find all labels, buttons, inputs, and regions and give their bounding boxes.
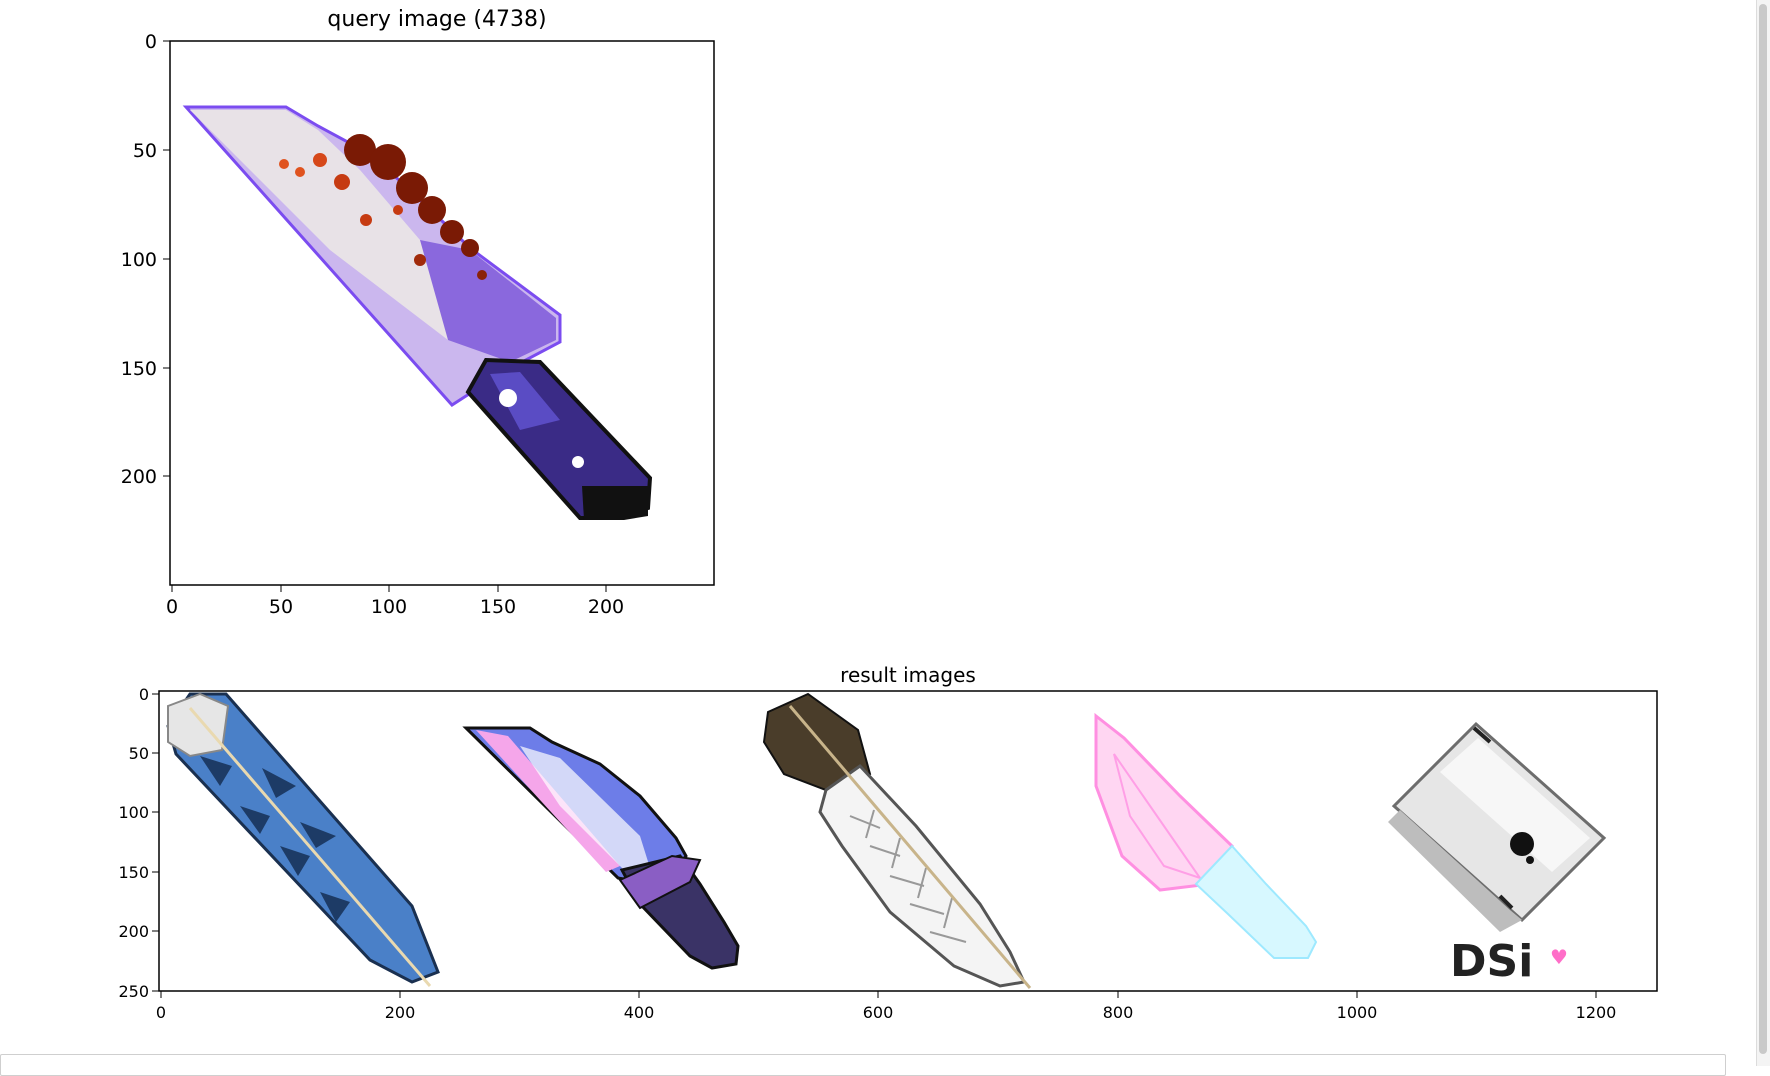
dsi-logo-text: DSi — [1450, 936, 1533, 987]
result-x-tick: 600 — [863, 1003, 894, 1022]
result-y-tick: 0 — [139, 685, 149, 704]
result-y-tick: 150 — [118, 863, 149, 882]
query-x-tick: 0 — [166, 596, 178, 618]
result-image-purple-knife — [462, 726, 740, 970]
result-y-tick: 50 — [129, 744, 149, 763]
result-y-tick: 250 — [118, 982, 149, 1001]
query-y-tick: 150 — [121, 358, 157, 380]
result-x-tick: 400 — [624, 1003, 655, 1022]
query-y-axis: 0 50 100 150 200 — [121, 31, 170, 488]
query-y-tick: 50 — [133, 140, 157, 162]
result-x-tick: 0 — [156, 1003, 166, 1022]
result-x-tick: 1000 — [1337, 1003, 1378, 1022]
next-notebook-cell[interactable] — [0, 1054, 1726, 1076]
dsi-heart-icon: ♥ — [1550, 945, 1568, 969]
blood-splatter — [279, 134, 487, 280]
knife-pommel — [582, 486, 648, 520]
result-image-blue-feather — [166, 692, 440, 987]
knife-blade-shade — [420, 240, 556, 362]
result-y-tick: 100 — [118, 803, 149, 822]
result-x-tick: 1200 — [1576, 1003, 1617, 1022]
query-y-tick: 200 — [121, 466, 157, 488]
result-y-tick: 200 — [118, 922, 149, 941]
result-image-dsi-console: DSi ♥ — [1388, 721, 1607, 987]
query-y-tick: 100 — [121, 249, 157, 271]
knife-handle-light — [490, 372, 560, 430]
query-x-tick: 50 — [269, 596, 293, 618]
query-image-plot: query image (4738) — [121, 7, 715, 618]
handle-highlight-small — [572, 456, 584, 468]
handle-highlight — [499, 389, 517, 407]
query-y-tick: 0 — [145, 31, 157, 53]
result-images-plot: result images — [118, 663, 1658, 1022]
result-y-axis: 0 50 100 150 200 250 — [118, 685, 159, 1001]
result-plot-title: result images — [840, 663, 976, 687]
query-x-axis: 0 50 100 150 200 — [166, 585, 624, 618]
query-x-tick: 150 — [480, 596, 516, 618]
result-image-pink-knife — [1094, 712, 1318, 959]
result-image-white-feather — [762, 692, 1032, 989]
scrollbar-thumb[interactable] — [1759, 4, 1767, 1054]
query-x-tick: 100 — [371, 596, 407, 618]
knife-blade-light — [190, 110, 452, 340]
query-x-tick: 200 — [588, 596, 624, 618]
result-x-axis: 0 200 400 600 800 1000 1200 — [156, 991, 1616, 1022]
result-x-tick: 200 — [385, 1003, 416, 1022]
query-knife-image — [182, 105, 653, 520]
result-x-tick: 800 — [1103, 1003, 1134, 1022]
query-plot-title: query image (4738) — [327, 7, 546, 32]
